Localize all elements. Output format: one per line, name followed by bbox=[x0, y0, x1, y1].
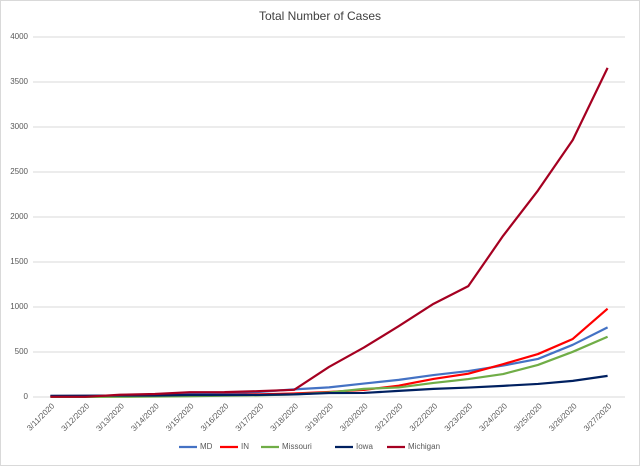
y-tick-label: 1000 bbox=[10, 302, 28, 311]
series-line bbox=[50, 374, 608, 397]
legend-label: Michigan bbox=[408, 442, 440, 451]
y-tick-label: 3500 bbox=[10, 77, 28, 86]
legend-label: Iowa bbox=[356, 442, 373, 451]
y-tick-label: 2000 bbox=[10, 212, 28, 221]
y-tick-label: 0 bbox=[24, 392, 29, 401]
y-tick-label: 500 bbox=[15, 347, 29, 356]
y-tick-label: 4000 bbox=[10, 32, 28, 41]
chart-title: Total Number of Cases bbox=[259, 9, 381, 23]
y-tick-label: 1500 bbox=[10, 257, 28, 266]
legend-label: MD bbox=[200, 442, 213, 451]
legend-label: IN bbox=[241, 442, 249, 451]
series-line bbox=[50, 67, 609, 398]
legend-label: Missouri bbox=[282, 442, 312, 451]
y-tick-label: 2500 bbox=[10, 167, 28, 176]
y-tick-label: 3000 bbox=[10, 122, 28, 131]
